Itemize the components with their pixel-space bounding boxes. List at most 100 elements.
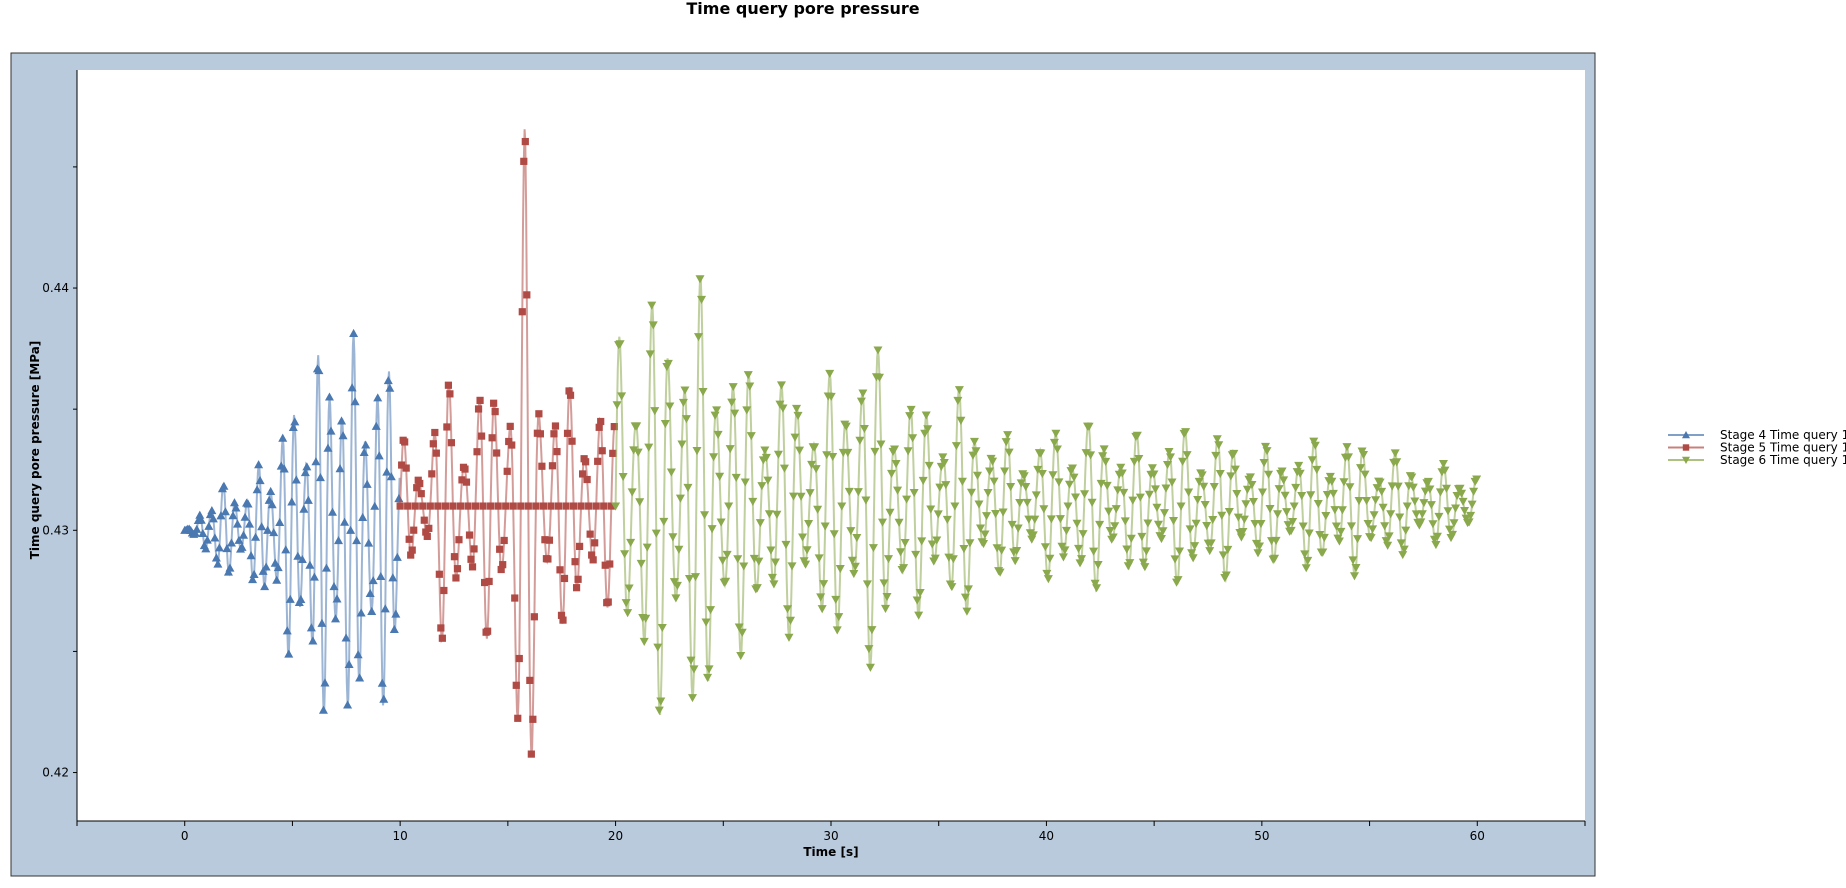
data-point	[742, 406, 752, 415]
data-point	[1010, 557, 1020, 566]
data-point	[642, 543, 652, 552]
data-point	[600, 502, 608, 510]
data-point	[1208, 515, 1218, 525]
data-point	[420, 516, 428, 524]
data-point	[496, 545, 504, 553]
data-point	[1162, 460, 1172, 470]
data-point	[1086, 451, 1096, 460]
data-point	[623, 609, 633, 618]
data-point	[894, 518, 904, 527]
data-point	[997, 546, 1007, 555]
data-point	[817, 605, 827, 614]
legend-marker	[1682, 456, 1690, 464]
data-point	[347, 383, 357, 392]
data-point	[595, 423, 603, 431]
data-point	[829, 530, 839, 539]
y-tick-label: 0.42	[42, 766, 69, 780]
data-point	[853, 488, 863, 497]
data-point	[300, 468, 310, 477]
data-point	[1150, 485, 1160, 494]
data-point	[1366, 534, 1376, 543]
data-point	[629, 446, 639, 455]
data-point	[1141, 547, 1151, 556]
data-point	[1129, 457, 1139, 466]
data-point	[1452, 491, 1462, 501]
data-point	[893, 486, 903, 495]
data-point	[1262, 447, 1272, 456]
legend-item[interactable]: Stage 4 Time query 1	[1668, 428, 1846, 442]
data-point	[213, 559, 223, 568]
data-point	[835, 564, 845, 574]
data-point	[346, 525, 356, 534]
data-point	[582, 458, 590, 466]
data-point	[527, 750, 535, 758]
legend-item[interactable]: Stage 5 Time query 1	[1668, 441, 1846, 455]
data-point	[1205, 547, 1215, 556]
data-point	[900, 538, 910, 548]
data-point	[1434, 512, 1444, 522]
data-point	[659, 517, 669, 526]
data-point	[1069, 473, 1079, 482]
data-point	[1001, 438, 1011, 447]
data-point	[755, 519, 765, 528]
data-point	[1402, 502, 1412, 511]
data-point	[324, 392, 334, 401]
data-point	[950, 502, 960, 511]
data-point	[461, 465, 469, 473]
data-point	[1028, 531, 1038, 540]
data-point	[704, 665, 714, 674]
data-point	[1386, 510, 1396, 519]
data-point	[831, 595, 841, 604]
data-point	[671, 594, 681, 603]
data-point	[607, 502, 615, 510]
data-point	[819, 580, 829, 589]
data-point	[579, 470, 587, 478]
data-point	[416, 479, 424, 488]
data-point	[428, 470, 436, 478]
data-point	[1423, 477, 1433, 487]
data-point	[429, 440, 437, 448]
data-point	[1013, 524, 1023, 533]
data-point	[1328, 489, 1338, 498]
data-point	[1095, 520, 1105, 529]
data-point	[1000, 467, 1010, 476]
data-point	[1432, 532, 1442, 541]
data-point	[1381, 537, 1391, 546]
data-point	[284, 649, 294, 658]
data-point	[1122, 545, 1132, 554]
data-point	[737, 628, 747, 637]
data-point	[1455, 484, 1465, 493]
data-point	[207, 506, 217, 515]
data-point	[666, 468, 676, 477]
data-point	[315, 473, 325, 482]
data-point	[559, 616, 567, 624]
legend-item[interactable]: Stage 6 Time query 1	[1668, 453, 1846, 467]
data-point	[825, 369, 835, 378]
data-point	[541, 536, 549, 544]
data-point	[767, 573, 777, 582]
data-point	[703, 673, 713, 683]
data-point	[1380, 522, 1390, 531]
data-point	[1368, 525, 1378, 534]
series-4	[180, 328, 404, 714]
data-point	[352, 536, 362, 545]
data-point	[1178, 457, 1188, 466]
data-point	[308, 636, 318, 645]
legend-label: Stage 6 Time query 1	[1720, 453, 1846, 467]
data-point	[470, 545, 478, 553]
data-point	[1040, 543, 1050, 552]
data-point	[282, 626, 292, 635]
data-point	[672, 581, 682, 591]
data-point	[1464, 518, 1474, 527]
data-point	[452, 574, 460, 582]
data-point	[278, 433, 288, 442]
data-point	[1259, 459, 1269, 468]
data-point	[748, 497, 758, 506]
data-point	[1153, 520, 1163, 529]
data-point	[1349, 572, 1359, 581]
data-point	[763, 476, 773, 485]
data-point	[385, 383, 395, 392]
data-point	[1108, 533, 1118, 542]
data-point	[1378, 503, 1388, 512]
